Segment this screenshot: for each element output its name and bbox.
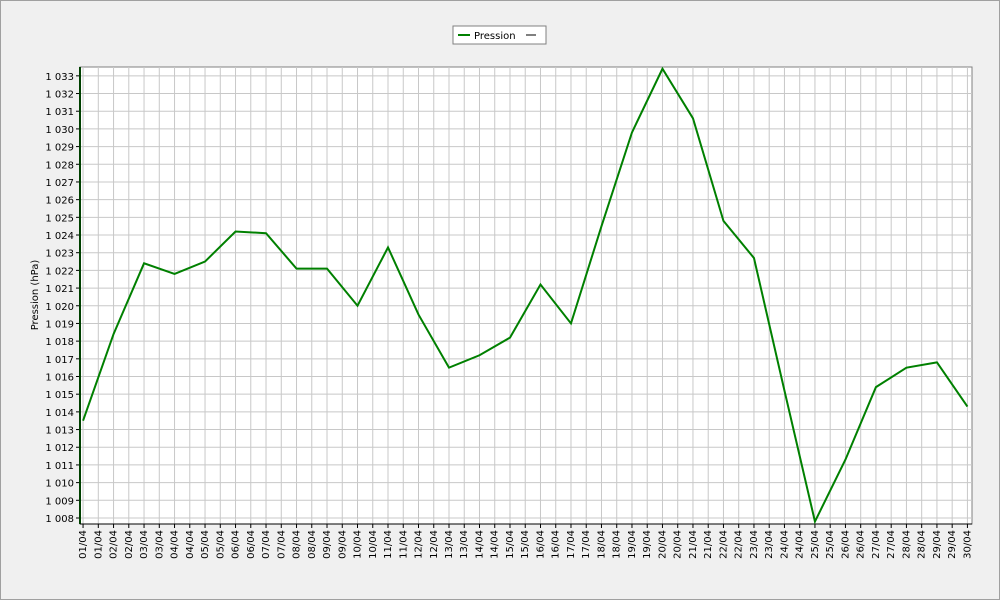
x-tick-label: 26/04 bbox=[856, 530, 867, 559]
x-tick-label: 26/04 bbox=[840, 530, 851, 559]
x-tick-label: 02/04 bbox=[109, 530, 120, 559]
x-tick-label: 01/04 bbox=[93, 530, 104, 559]
x-tick-label: 15/04 bbox=[505, 530, 516, 559]
y-tick-label: 1 027 bbox=[45, 178, 74, 189]
x-tick-label: 14/04 bbox=[474, 530, 485, 559]
x-tick-label: 09/04 bbox=[322, 530, 333, 559]
x-tick-label: 22/04 bbox=[718, 530, 729, 559]
y-tick-label: 1 015 bbox=[45, 390, 74, 401]
y-tick-label: 1 023 bbox=[45, 249, 74, 260]
y-tick-label: 1 009 bbox=[45, 496, 74, 507]
x-tick-label: 11/04 bbox=[383, 530, 394, 559]
x-tick-label: 09/04 bbox=[337, 530, 348, 559]
x-tick-label: 10/04 bbox=[353, 530, 364, 559]
y-tick-label: 1 031 bbox=[45, 107, 74, 118]
x-tick-label: 29/04 bbox=[932, 530, 943, 559]
x-tick-label: 16/04 bbox=[535, 530, 546, 559]
x-tick-label: 05/04 bbox=[200, 530, 211, 559]
x-tick-label: 08/04 bbox=[292, 530, 303, 559]
y-tick-label: 1 030 bbox=[45, 125, 74, 136]
x-tick-label: 29/04 bbox=[947, 530, 958, 559]
y-tick-label: 1 029 bbox=[45, 143, 74, 154]
x-tick-label: 28/04 bbox=[901, 530, 912, 559]
x-tick-label: 27/04 bbox=[871, 530, 882, 559]
x-tick-label: 18/04 bbox=[596, 530, 607, 559]
y-tick-label: 1 021 bbox=[45, 284, 74, 295]
plot-area bbox=[79, 66, 973, 525]
y-axis-label: Pression (hPa) bbox=[30, 260, 41, 331]
x-tick-label: 22/04 bbox=[734, 530, 745, 559]
y-tick-label: 1 026 bbox=[45, 196, 74, 207]
y-tick-label: 1 022 bbox=[45, 266, 74, 277]
x-tick-label: 12/04 bbox=[414, 530, 425, 559]
y-tick-label: 1 016 bbox=[45, 373, 74, 384]
y-tick-label: 1 013 bbox=[45, 426, 74, 437]
y-tick-label: 1 028 bbox=[45, 160, 74, 171]
x-tick-label: 08/04 bbox=[307, 530, 318, 559]
x-tick-label: 17/04 bbox=[566, 530, 577, 559]
x-tick-label: 03/04 bbox=[154, 530, 165, 559]
y-tick-label: 1 017 bbox=[45, 355, 74, 366]
x-tick-label: 07/04 bbox=[276, 530, 287, 559]
y-tick-label: 1 012 bbox=[45, 443, 74, 454]
x-tick-label: 27/04 bbox=[886, 530, 897, 559]
x-tick-label: 04/04 bbox=[170, 530, 181, 559]
y-tick-label: 1 020 bbox=[45, 302, 74, 313]
x-tick-label: 03/04 bbox=[139, 530, 150, 559]
x-tick-label: 18/04 bbox=[612, 530, 623, 559]
x-tick-label: 04/04 bbox=[185, 530, 196, 559]
x-tick-label: 17/04 bbox=[581, 530, 592, 559]
x-tick-label: 21/04 bbox=[703, 530, 714, 559]
x-tick-label: 14/04 bbox=[490, 530, 501, 559]
x-tick-label: 01/04 bbox=[78, 530, 89, 559]
y-tick-label: 1 025 bbox=[45, 213, 74, 224]
x-tick-label: 24/04 bbox=[779, 530, 790, 559]
x-tick-label: 19/04 bbox=[642, 530, 653, 559]
x-tick-label: 13/04 bbox=[459, 530, 470, 559]
legend: Pression bbox=[452, 25, 547, 45]
x-tick-label: 25/04 bbox=[825, 530, 836, 559]
x-tick-label: 11/04 bbox=[398, 530, 409, 559]
x-tick-label: 12/04 bbox=[429, 530, 440, 559]
y-tick-label: 1 011 bbox=[45, 461, 74, 472]
x-tick-label: 20/04 bbox=[673, 530, 684, 559]
x-tick-label: 10/04 bbox=[368, 530, 379, 559]
y-tick-label: 1 018 bbox=[45, 337, 74, 348]
y-tick-label: 1 032 bbox=[45, 90, 74, 101]
x-tick-label: 16/04 bbox=[551, 530, 562, 559]
y-tick-label: 1 024 bbox=[45, 231, 74, 242]
x-tick-label: 13/04 bbox=[444, 530, 455, 559]
legend-label: Pression bbox=[474, 31, 516, 42]
legend-box bbox=[452, 25, 547, 45]
y-tick-label: 1 014 bbox=[45, 408, 74, 419]
x-tick-label: 21/04 bbox=[688, 530, 699, 559]
x-tick-label: 28/04 bbox=[917, 530, 928, 559]
x-tick-label: 24/04 bbox=[795, 530, 806, 559]
x-tick-label: 25/04 bbox=[810, 530, 821, 559]
x-tick-label: 23/04 bbox=[764, 530, 775, 559]
x-tick-label: 05/04 bbox=[215, 530, 226, 559]
x-tick-label: 23/04 bbox=[749, 530, 760, 559]
x-tick-label: 06/04 bbox=[246, 530, 257, 559]
x-tick-label: 06/04 bbox=[231, 530, 242, 559]
y-tick-label: 1 008 bbox=[45, 514, 74, 525]
x-tick-label: 07/04 bbox=[261, 530, 272, 559]
y-tick-label: 1 033 bbox=[45, 72, 74, 83]
y-tick-label: 1 019 bbox=[45, 319, 74, 330]
x-tick-label: 19/04 bbox=[627, 530, 638, 559]
x-tick-label: 15/04 bbox=[520, 530, 531, 559]
y-tick-label: 1 010 bbox=[45, 479, 74, 490]
data-line bbox=[82, 66, 969, 525]
x-tick-label: 02/04 bbox=[124, 530, 135, 559]
x-tick-label: 20/04 bbox=[657, 530, 668, 559]
x-tick-label: 30/04 bbox=[962, 530, 973, 559]
